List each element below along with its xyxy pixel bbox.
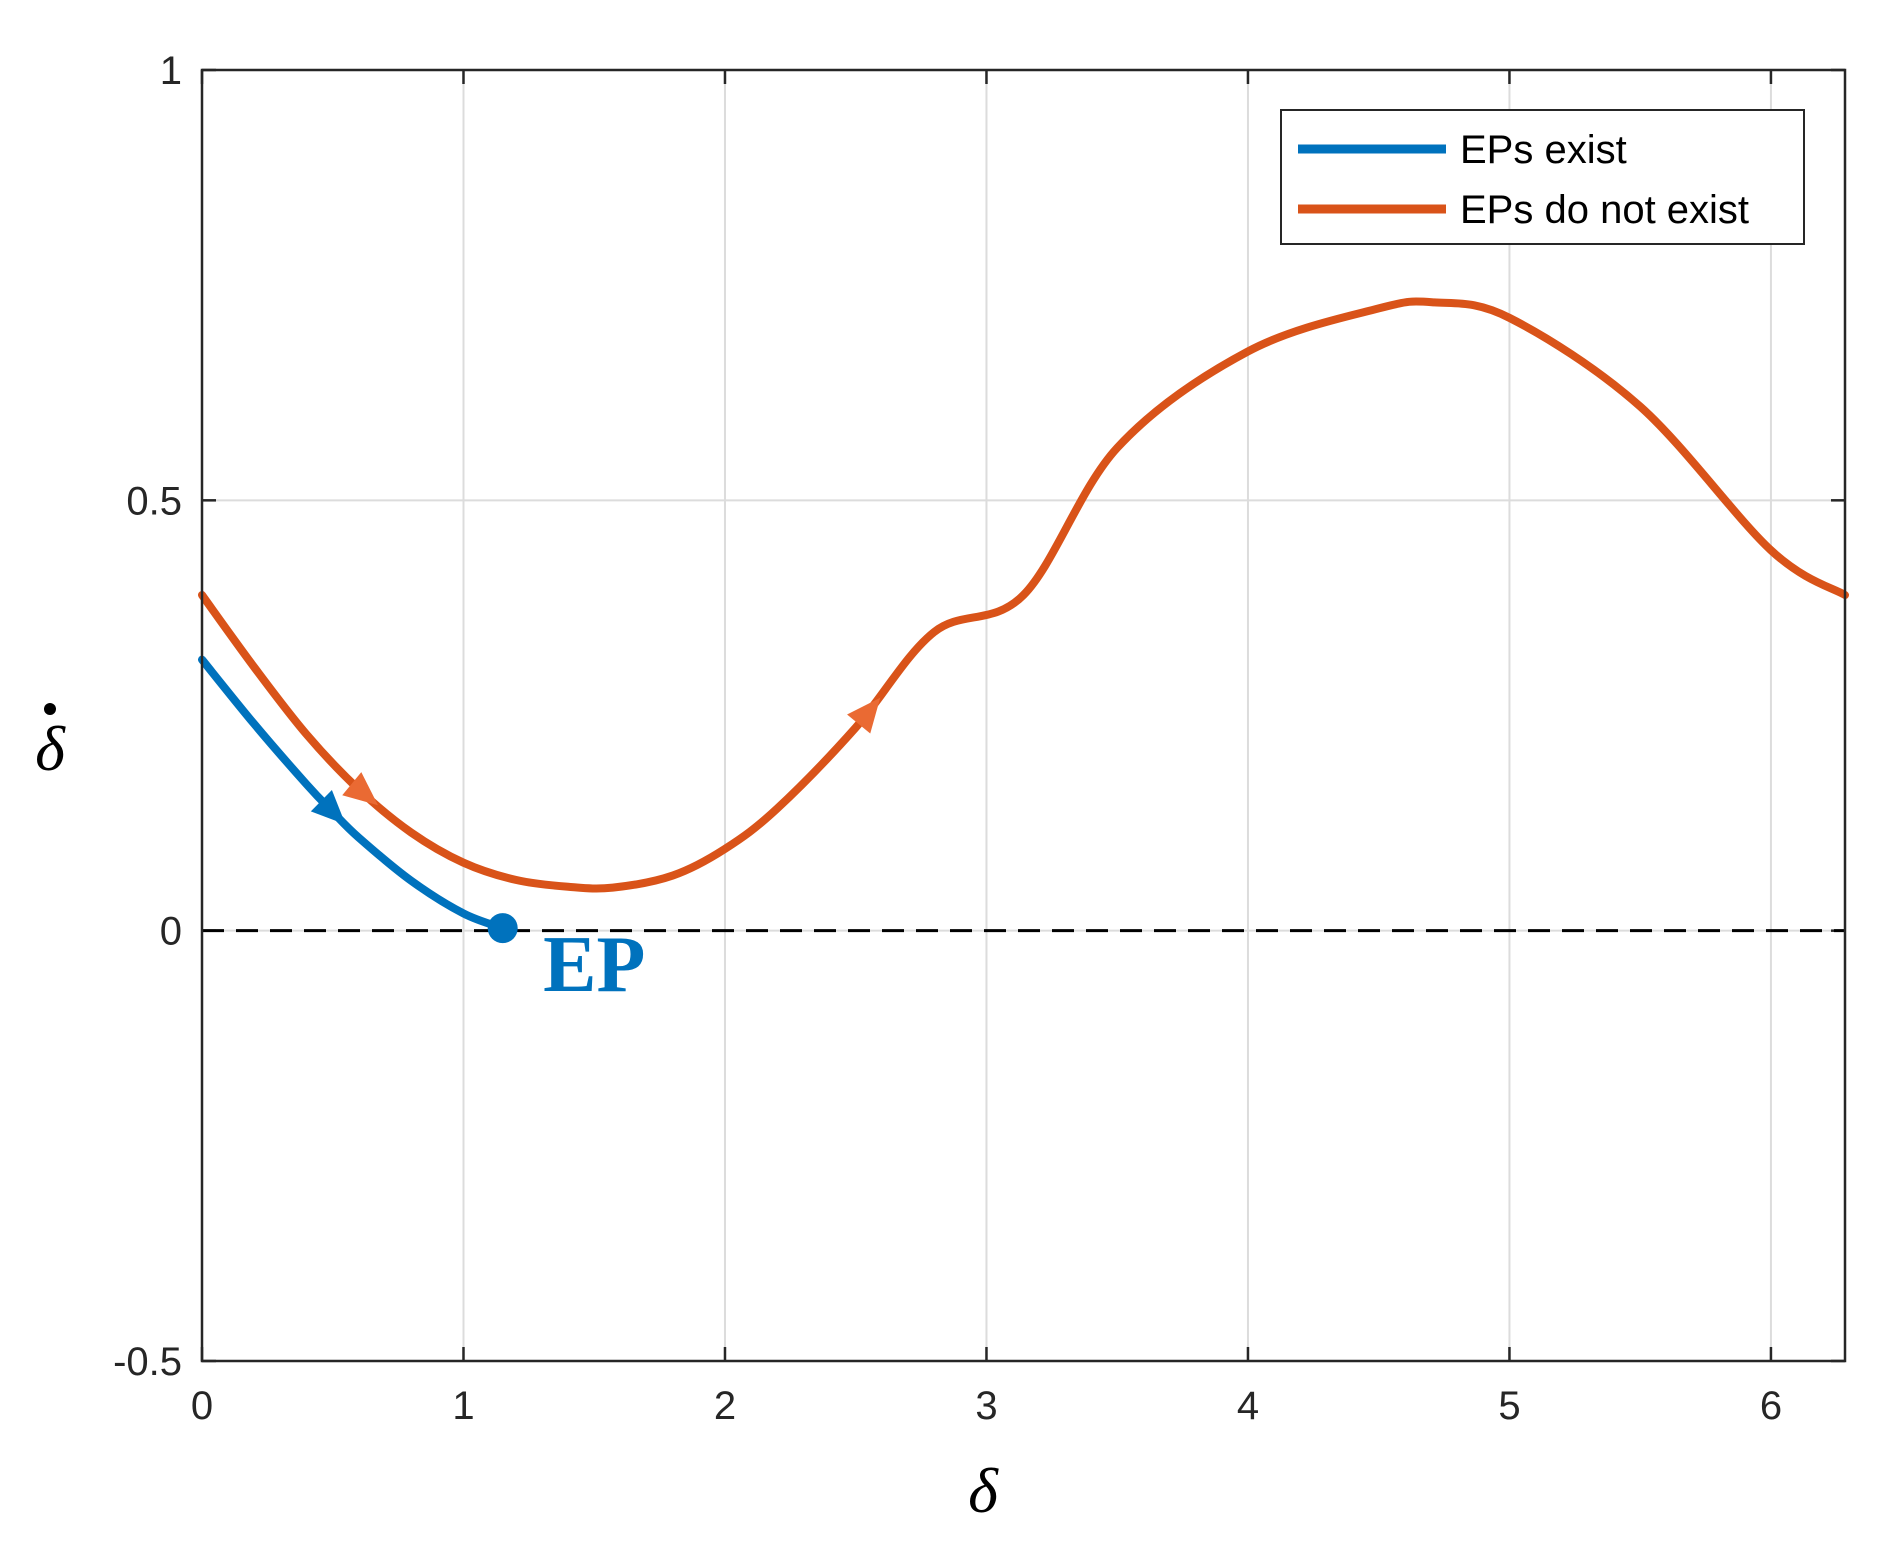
y-axis-title-delta: δ <box>35 713 66 784</box>
ep-annotation: EP <box>543 921 645 1009</box>
series-layer <box>198 297 1849 944</box>
x-tick-label: 2 <box>714 1384 736 1428</box>
plot-area <box>202 70 1845 1361</box>
x-tick-label: 5 <box>1498 1384 1520 1428</box>
y-tick-label: 0 <box>160 910 182 954</box>
x-tick-label: 3 <box>975 1384 997 1428</box>
y-tick-label: 0.5 <box>126 479 182 523</box>
equilibrium-point-marker <box>487 913 518 944</box>
legend-label-eps-not-exist: EPs do not exist <box>1460 188 1749 232</box>
legend-box <box>1280 109 1805 245</box>
x-tick-label: 1 <box>452 1384 474 1428</box>
direction-arrow-eps-do-not-exist <box>847 697 881 734</box>
direction-arrow-eps-exist <box>310 789 346 825</box>
legend: EPs exist EPs do not exist <box>1280 109 1805 245</box>
x-axis-title: δ <box>968 1455 999 1526</box>
y-tick-label: 1 <box>160 49 182 93</box>
direction-arrow-eps-do-not-exist <box>342 772 379 806</box>
x-tick-label: 4 <box>1237 1384 1259 1428</box>
legend-label-eps-exist: EPs exist <box>1460 128 1627 172</box>
tick-labels: 0 1 2 3 4 5 6-0.500.51 <box>113 49 1782 1428</box>
y-axis-title-dot <box>44 703 56 715</box>
y-tick-label: -0.5 <box>113 1340 182 1384</box>
x-tick-label: 0 <box>191 1384 213 1428</box>
x-tick-label: 6 <box>1760 1384 1782 1428</box>
y-axis-title: δ <box>35 703 66 784</box>
plot-frame <box>200 68 1847 1363</box>
